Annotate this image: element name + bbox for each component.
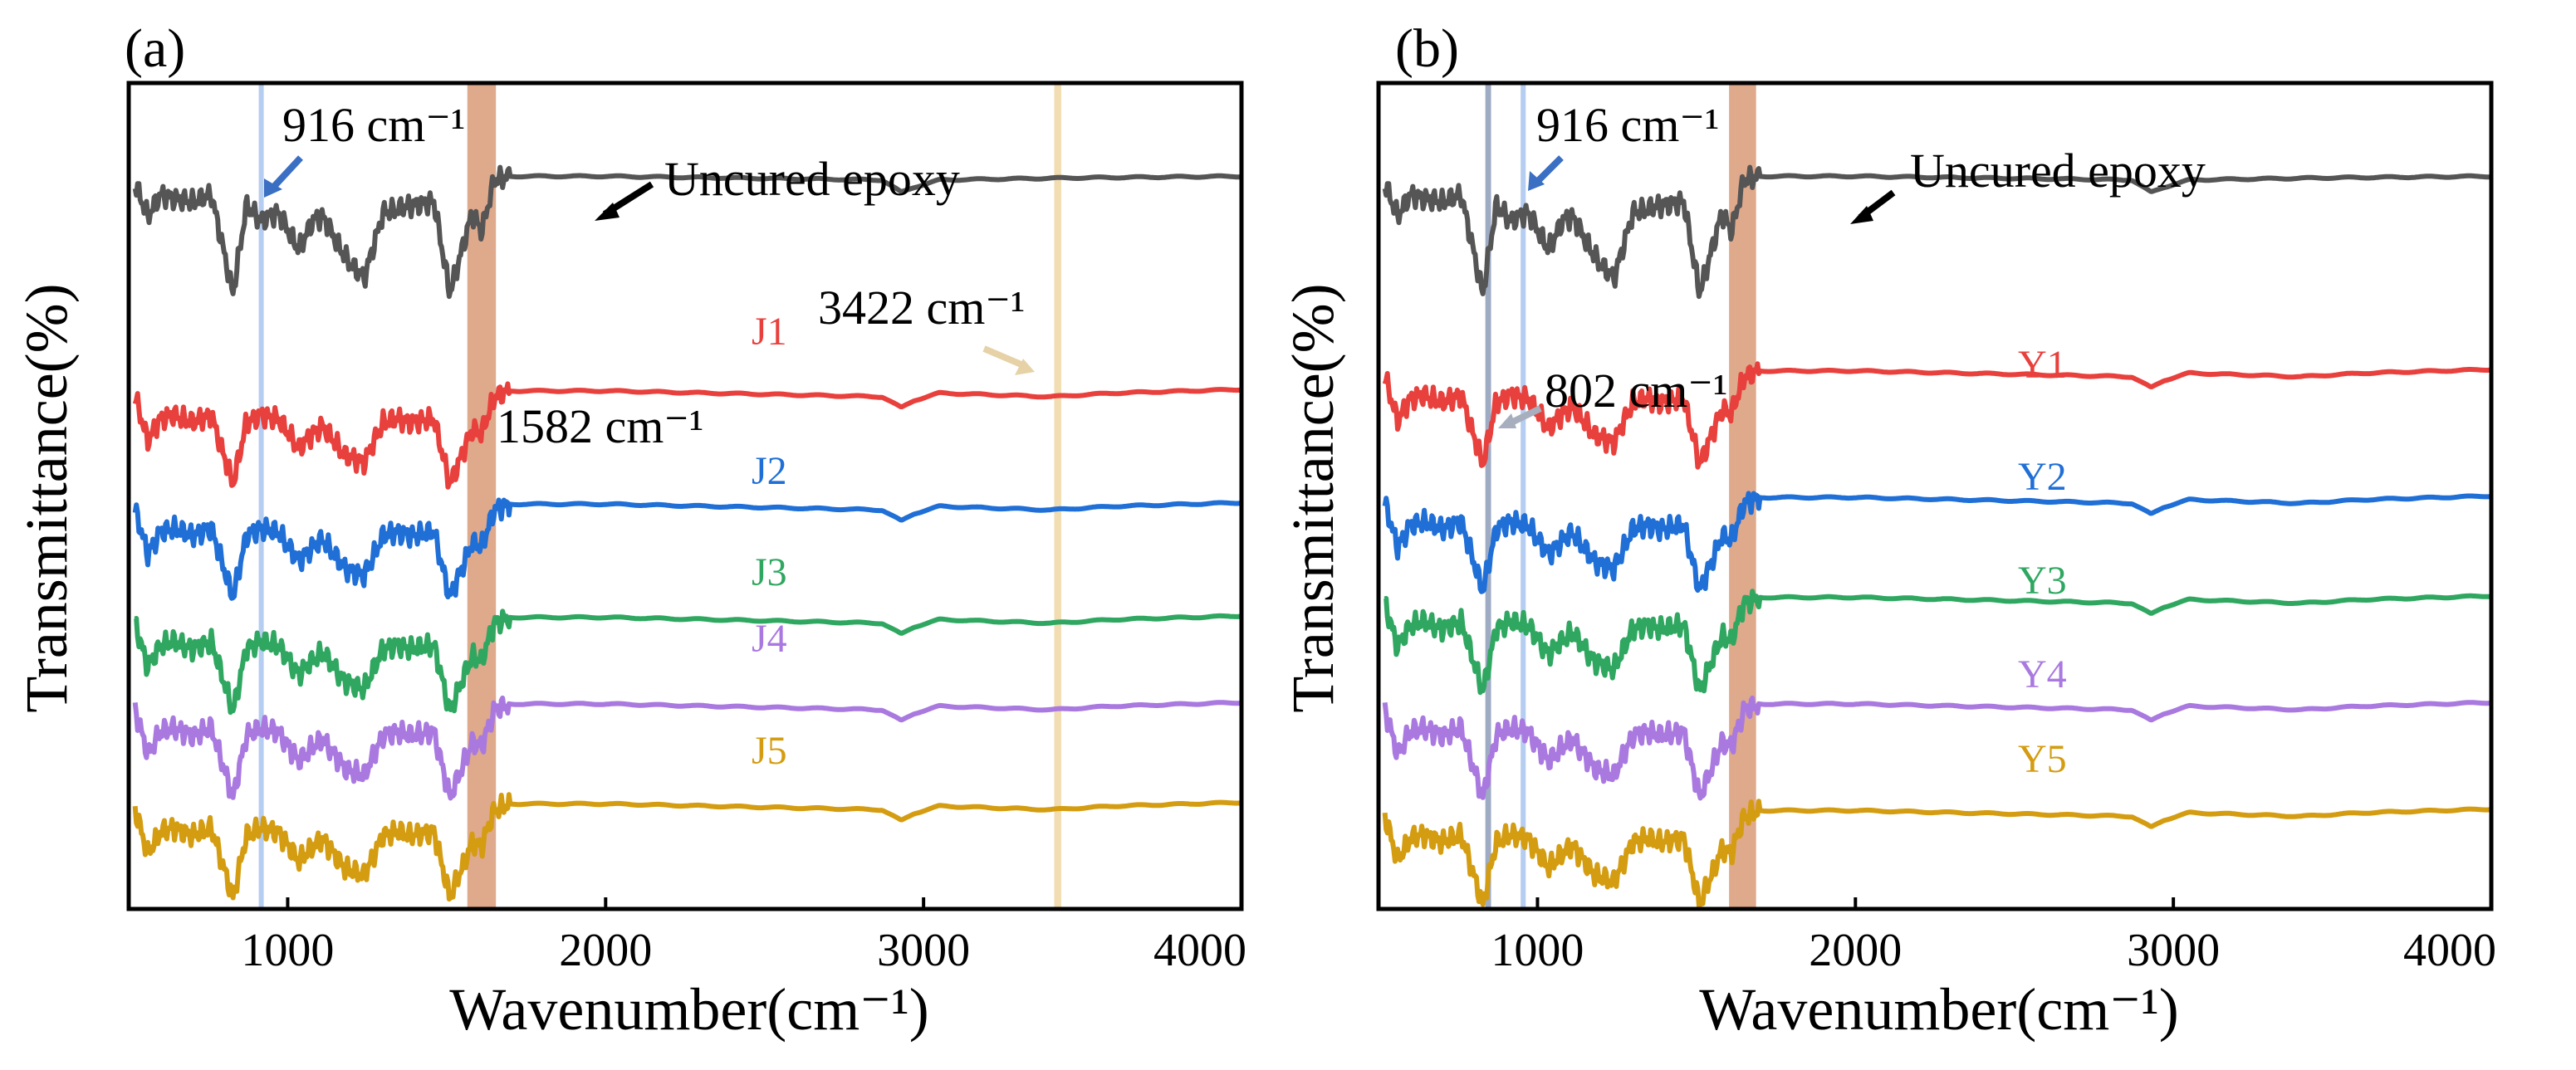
y-axis-label-a: Transmittance(%) — [13, 283, 80, 712]
x-tick-label-3000-a: 3000 — [877, 925, 970, 976]
arrow-uncured-a-head — [595, 203, 620, 221]
arrow-3422-head — [1015, 359, 1035, 375]
x-axis-label-a: Wavenumber(cm⁻¹) — [449, 976, 929, 1043]
band-b-845 — [1485, 83, 1491, 909]
annotation-3422: 3422 cm⁻¹ — [818, 281, 1025, 335]
x-tick-label-4000-a: 4000 — [1153, 925, 1246, 976]
series-label-y1: Y1 — [2018, 343, 2067, 387]
series-line-j5-a — [132, 792, 1243, 902]
series-line-j1-a — [132, 381, 1243, 490]
panel-label-a: (a) — [125, 18, 185, 79]
series-line-y3-b — [1383, 589, 2493, 696]
highlight-bands-a — [258, 83, 1061, 909]
x-tick-label-1000-b: 1000 — [1491, 925, 1584, 976]
series-label-y5: Y5 — [2018, 737, 2067, 781]
plot-frame-a — [126, 81, 1244, 911]
arrow-3422 — [982, 345, 1025, 369]
panel-a: 1000 2000 3000 4000 (a) Wavenumber(cm⁻¹) Tr… — [13, 18, 1246, 1043]
series-label-j1: J1 — [752, 310, 787, 354]
annotation-1582: 1582 cm⁻¹ — [497, 399, 703, 453]
spectra-b — [1382, 164, 2493, 909]
arrow-916-a-head — [264, 178, 282, 198]
series-line-j2-a — [132, 497, 1243, 601]
arrow-802-head — [1498, 413, 1516, 428]
series-line-y2-b — [1382, 491, 2493, 594]
x-tick-label-3000-b: 3000 — [2127, 925, 2220, 976]
x-axis-label-b: Wavenumber(cm⁻¹) — [1699, 976, 2179, 1043]
band-a-916 — [258, 83, 264, 909]
annotation-uncured-a: Uncured epoxy — [664, 152, 960, 206]
x-tick-label-1000-a: 1000 — [241, 925, 334, 976]
x-ticks-b: 1000 2000 3000 4000 — [1491, 897, 2496, 976]
annotation-802: 802 cm⁻¹ — [1545, 364, 1727, 418]
series-label-j4: J4 — [752, 617, 787, 661]
arrow-916-b-head — [1528, 171, 1545, 191]
series-label-j3: J3 — [752, 550, 787, 594]
series-label-y4: Y4 — [2018, 652, 2067, 696]
panel-b: 1000 2000 3000 4000 (b) Wavenumber(cm⁻¹) Tr… — [1280, 18, 2496, 1043]
series-line-uncured-epoxy-a — [132, 164, 1243, 300]
series-line-uncured-epoxy-b — [1382, 164, 2493, 300]
series-label-y3: Y3 — [2018, 559, 2067, 603]
y-axis-label-b: Transmittance(%) — [1280, 283, 1346, 712]
arrow-uncured-b-head — [1850, 206, 1873, 224]
annotation-916-b: 916 cm⁻¹ — [1536, 98, 1719, 152]
panel-label-b: (b) — [1395, 18, 1459, 79]
series-line-j4-a — [132, 695, 1243, 801]
x-tick-label-2000-a: 2000 — [559, 925, 652, 976]
x-ticks-a: 1000 2000 3000 4000 — [241, 897, 1246, 976]
annotation-916-a: 916 cm⁻¹ — [282, 98, 465, 152]
x-tick-label-2000-b: 2000 — [1809, 925, 1902, 976]
spectra-a — [132, 164, 1243, 902]
annotation-uncured-b: Uncured epoxy — [1910, 144, 2206, 198]
series-line-y1-b — [1382, 361, 2493, 470]
series-line-j3-a — [134, 608, 1243, 716]
series-label-j2: J2 — [752, 449, 787, 493]
series-line-y4-b — [1382, 695, 2493, 801]
series-label-j5: J5 — [752, 729, 787, 773]
series-label-y2: Y2 — [2018, 455, 2067, 499]
band-b-955 — [1521, 83, 1526, 909]
x-tick-label-4000-b: 4000 — [2403, 925, 2496, 976]
plot-frame-b — [1376, 81, 2494, 911]
band-a-3422 — [1054, 83, 1061, 909]
arrow-802 — [1508, 405, 1542, 427]
series-line-y5-b — [1382, 799, 2493, 909]
